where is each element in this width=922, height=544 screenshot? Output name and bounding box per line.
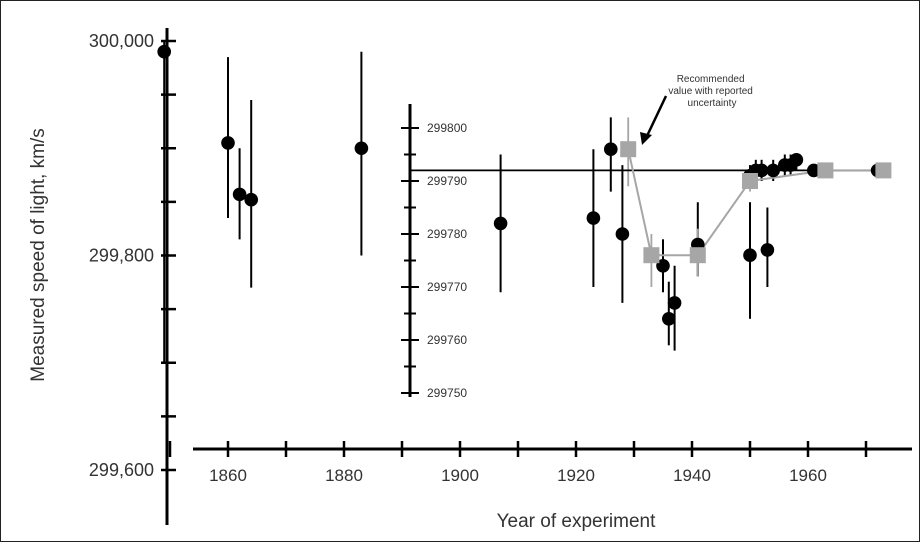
annotation-line-2: value with reported (668, 86, 753, 97)
inset-y-tick-label: 299750 (427, 386, 467, 400)
measurement-point (232, 187, 247, 202)
annotation-line-3: uncertainty (688, 98, 737, 109)
inset-y-tick-label: 299780 (427, 227, 467, 241)
x-axis-title: Year of experiment (497, 511, 657, 532)
measurement-point (157, 44, 171, 59)
annotation-line-1: Recommended (677, 74, 745, 85)
x-tick-label: 1860 (209, 466, 247, 485)
x-tick-label: 1880 (325, 466, 363, 485)
inset-y-tick-label: 299790 (427, 174, 467, 188)
annotation-text: Recommended value with reported uncertai… (668, 74, 755, 109)
recommended-marker (689, 247, 706, 264)
recommended-marker (643, 247, 660, 264)
labels-layer: Measured speed of light, km/s Year of ex… (28, 74, 755, 532)
y-axis-title: Measured speed of light, km/s (28, 128, 49, 381)
measurement-point (789, 153, 804, 167)
inset-y-tick-label: 299770 (427, 280, 467, 294)
recommended-marker (817, 162, 834, 179)
measurement-point (662, 312, 676, 326)
x-tick-label: 1940 (673, 466, 711, 485)
x-tick-label: 1960 (789, 466, 827, 485)
measurement-point (354, 141, 369, 156)
measurement-point (615, 227, 630, 241)
inset-y-tick-label: 299800 (427, 121, 467, 135)
x-tick-label: 1900 (441, 466, 479, 485)
error-bars-layer (163, 41, 879, 363)
measurement-point (586, 211, 601, 225)
measurement-point (743, 248, 757, 262)
measurement-point (604, 142, 618, 156)
x-tick-label: 1920 (557, 466, 595, 485)
y-tick-label: 300,000 (89, 31, 154, 51)
measurement-point (667, 296, 682, 310)
measurement-point (244, 192, 258, 207)
y-tick-label: 299,600 (89, 460, 154, 480)
markers-layer (157, 44, 892, 326)
recommended-marker (620, 141, 637, 158)
recommended-connector (627, 148, 884, 257)
y-tick-label: 299,800 (89, 246, 154, 266)
measurement-point (760, 243, 775, 257)
recommended-marker (875, 162, 892, 179)
measurement-point (766, 163, 780, 178)
measurement-point (493, 216, 508, 231)
measurement-point (221, 136, 235, 150)
measurement-point (754, 163, 769, 178)
inset-y-tick-label: 299760 (427, 333, 467, 347)
measurement-point (807, 163, 821, 178)
annotation-arrow (640, 95, 668, 145)
recommended-marker (742, 173, 758, 189)
measurement-point (656, 259, 670, 273)
